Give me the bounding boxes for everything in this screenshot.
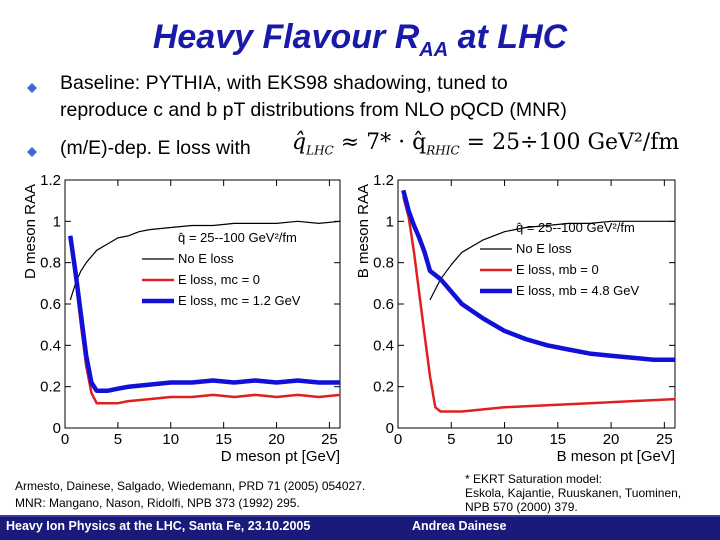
x-tick-label: 25 [321,431,338,448]
x-tick-label: 5 [447,431,455,448]
y-tick-label: 1 [53,213,61,230]
footer-event: Heavy Ion Physics at the LHC, Santa Fe, … [6,519,311,533]
reference-right: * EKRT Saturation model: Eskola, Kajanti… [465,472,682,514]
y-tick-label: 0.4 [373,337,394,354]
x-tick-label: 20 [268,431,285,448]
legend-entry: E loss, mb = 4.8 GeV [516,283,640,298]
series-line [402,196,676,413]
x-tick-label: 20 [603,431,620,448]
series-line [429,220,675,301]
legend-entry: E loss, mb = 0 [516,262,599,277]
x-tick-label: 0 [394,431,402,448]
series-line [68,235,340,394]
y-tick-label: 0.2 [373,379,394,396]
footer-divider [0,515,720,517]
reference-left: Armesto, Dainese, Salgado, Wiedemann, PR… [15,479,366,510]
y-tick-label: 1.2 [373,172,394,189]
b-meson-raa-chart: 0 0.2 0.4 0.6 0.8 1 1.2 0 5 10 15 20 25B meson pt [G… [355,172,676,465]
slide-title: Heavy Flavour RAA at LHC [152,18,568,61]
y-tick-label: 0 [53,420,61,437]
x-tick-label: 25 [656,431,673,448]
bullet-2-text: (m/E)-dep. E loss with [60,137,251,159]
plot-frame [397,179,676,429]
x-tick-label: 15 [215,431,232,448]
y-tick-label: 0.8 [373,255,394,272]
legend-title: q̂ = 25--100 GeV²/fm [178,230,297,245]
series-line [401,189,675,363]
d-meson-raa-chart: 0 0.2 0.4 0.6 0.8 1 1.2 0 5 10 15 20 25D meson pt [G… [22,172,341,465]
x-tick-label: 0 [61,431,69,448]
q-hat-formula: q̂LHC ≈ 7* · q̂RHIC = 25÷100 GeV²/fm [292,130,680,158]
series-line [69,220,341,301]
legend-entry: No E loss [178,251,234,266]
x-axis-label: B meson pt [GeV] [557,448,675,465]
x-tick-label: 10 [496,431,513,448]
y-tick-label: 0.8 [40,255,61,272]
footer-bar [0,517,720,540]
y-axis-label: B meson RAA [355,184,372,278]
bullet-diamond-icon [27,83,37,93]
y-tick-label: 0.2 [40,379,61,396]
y-tick-label: 0.6 [40,296,61,313]
x-axis-label: D meson pt [GeV] [221,448,340,465]
bullet-1-line-1: Baseline: PYTHIA, with EKS98 shadowing, … [60,72,508,94]
x-tick-label: 10 [162,431,179,448]
y-tick-label: 0.6 [373,296,394,313]
legend-title: q̂ = 25--100 GeV²/fm [516,220,635,235]
x-tick-label: 15 [549,431,566,448]
legend-entry: No E loss [516,241,572,256]
bullet-1-line-2: reproduce c and b pT distributions from … [60,99,567,121]
y-tick-label: 1.2 [40,172,61,189]
y-axis-label: D meson RAA [22,184,39,279]
footer-author: Andrea Dainese [412,519,507,533]
legend-entry: E loss, mc = 1.2 GeV [178,293,301,308]
y-tick-label: 0 [386,420,394,437]
bullet-diamond-icon [27,147,37,157]
legend-entry: E loss, mc = 0 [178,272,260,287]
x-tick-label: 5 [114,431,122,448]
y-tick-label: 0.4 [40,337,61,354]
y-tick-label: 1 [386,213,394,230]
